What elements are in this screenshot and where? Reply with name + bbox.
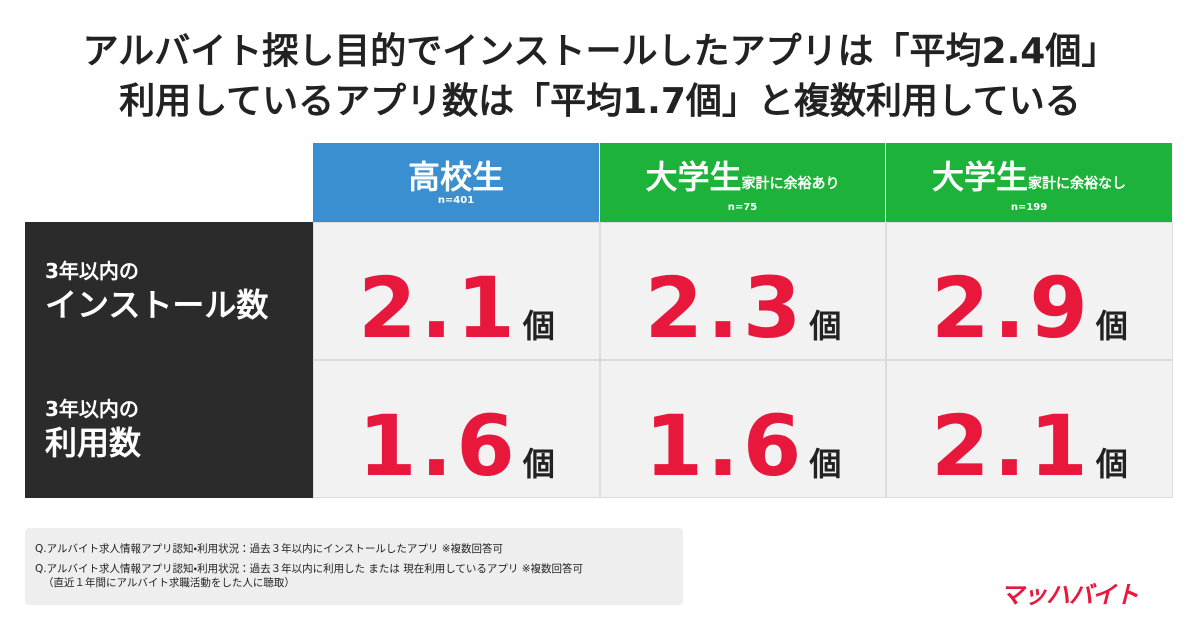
column-sub: 家計に余裕あり [741,176,840,192]
cell-value: 2.3 [644,259,806,357]
column-name: 大学生 [931,158,1028,196]
sample-size: n=199 [1010,202,1048,213]
row-label: 3年以内の [45,397,139,421]
table-cell: 2.1 個 [886,360,1173,498]
note: Q.アルバイト求人情報アプリ認知・利用状況：過去３年以内に利用した または 現在… [35,563,584,575]
title-line: 利用しているアプリ数は「平均1.7個」と複数利用している [119,81,1081,122]
note: Q.アルバイト求人情報アプリ認知・利用状況：過去３年以内にインストールしたアプリ… [35,543,503,555]
column-sub: 家計に余裕なし [1028,176,1126,192]
title-line: アルバイト探し目的でインストールしたアプリは「平均2.4個」 [82,31,1118,72]
cell-value: 2.1 [358,259,519,357]
cell-value: 2.9 [931,259,1092,357]
cell-value: 1.6 [644,397,806,495]
sample-size: n=401 [437,195,475,206]
cell-unit: 個 [522,307,555,345]
row-header: 3年以内の利用数 [25,360,313,498]
column-header: 大学生家計に余裕あり n=75 [600,143,885,222]
logo: マッハバイト [1000,581,1139,609]
cell-value: 1.6 [358,397,519,495]
column-title: 高校生 [313,159,599,195]
cell-unit: 個 [809,445,842,483]
row-label: 3年以内の [45,259,139,283]
table-cell: 2.3 個 [600,222,886,360]
table-cell: 2.1 個 [313,222,600,360]
column-header: 大学生家計に余裕なし n=199 [886,143,1172,222]
row-header: 3年以内のインストール数 [25,222,313,360]
column-name: 大学生 [645,158,742,196]
table-cell: 2.9 個 [886,222,1173,360]
column-title: 大学生家計に余裕なし [886,159,1172,202]
cell-unit: 個 [522,445,555,483]
cell-unit: 個 [1095,307,1128,345]
column-header: 高校生 n=401 [313,143,599,222]
table-cell: 1.6 個 [600,360,886,498]
sample-size: n=75 [727,202,758,213]
cell-unit: 個 [1095,445,1128,483]
cell-value: 2.1 [931,397,1092,495]
column-title: 大学生家計に余裕あり [600,159,885,202]
table-cell: 1.6 個 [313,360,600,498]
row-label: インストール数 [45,286,269,324]
row-label: 利用数 [45,424,142,462]
cell-unit: 個 [809,307,842,345]
notes: Q.アルバイト求人情報アプリ認知・利用状況：過去３年以内にインストールしたアプリ… [25,528,683,605]
column-name: 高校生 [407,158,504,196]
note: （直近１年間にアルバイト求職活動をした人に聴取） [43,577,295,589]
